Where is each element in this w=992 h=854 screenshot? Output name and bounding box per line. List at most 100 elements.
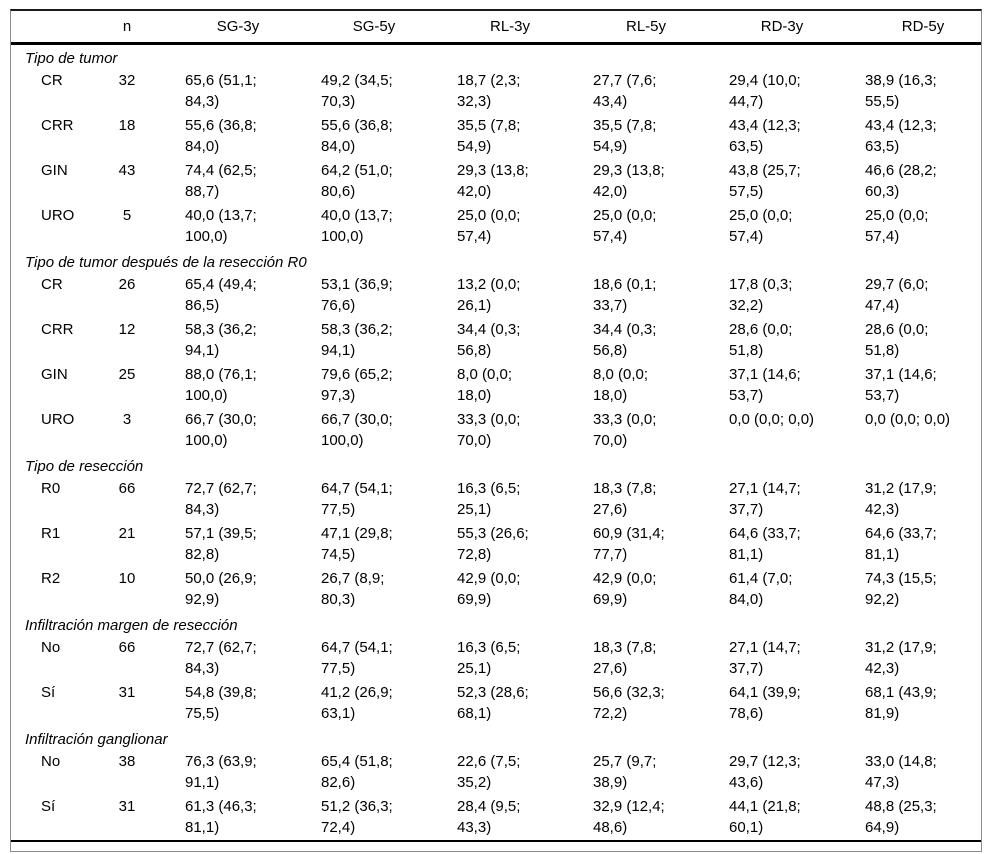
result-value: 18,3 (7,8; 27,6): [563, 477, 699, 522]
result-value-text: 25,0 (0,0; 57,4): [865, 207, 929, 245]
result-value-text: 64,6 (33,7; 81,1): [729, 525, 801, 563]
result-value-text: 0,0 (0,0; 0,0): [865, 411, 951, 428]
result-value-text: 65,4 (51,8; 82,6): [321, 753, 393, 791]
result-value: 0,0 (0,0; 0,0): [835, 408, 981, 453]
column-header-n: n: [99, 11, 155, 45]
result-value: 88,0 (76,1; 100,0): [155, 363, 291, 408]
result-value: 40,0 (13,7; 100,0): [291, 204, 427, 249]
result-value-text: 17,8 (0,3; 32,2): [729, 276, 793, 314]
table-row: GIN 25 88,0 (76,1; 100,0) 79,6 (65,2; 97,3)…: [11, 363, 981, 408]
row-label: R2: [41, 570, 61, 587]
result-value-text: 33,0 (14,8; 47,3): [865, 753, 937, 791]
table-row: URO 3 66,7 (30,0; 100,0) 66,7 (30,0; 100,0)…: [11, 408, 981, 453]
column-header-rd3y: RD-3y: [699, 11, 835, 45]
result-value: 29,4 (10,0; 44,7): [699, 69, 835, 114]
result-value-text: 64,2 (51,0; 80,6): [321, 162, 393, 200]
result-value: 29,7 (12,3; 43,6): [699, 750, 835, 795]
result-value-text: 50,0 (26,9; 92,9): [185, 570, 257, 608]
result-value: 34,4 (0,3; 56,8): [563, 318, 699, 363]
result-value-text: 35,5 (7,8; 54,9): [593, 117, 657, 155]
result-value-text: 28,4 (9,5; 43,3): [457, 798, 521, 836]
table-row: R0 66 72,7 (62,7; 84,3) 64,7 (54,1; 77,5) 16…: [11, 477, 981, 522]
result-value: 49,2 (34,5; 70,3): [291, 69, 427, 114]
table-row: CRR 18 55,6 (36,8; 84,0) 55,6 (36,8; 84,0) 3…: [11, 114, 981, 159]
n-value: 3: [122, 411, 132, 428]
section-title: Infiltración margen de resección: [25, 617, 238, 634]
result-value: 25,0 (0,0; 57,4): [427, 204, 563, 249]
result-value: 40,0 (13,7; 100,0): [155, 204, 291, 249]
result-value: 35,5 (7,8; 54,9): [563, 114, 699, 159]
section-row: Infiltración ganglionar: [11, 726, 981, 750]
n-value: 26: [118, 276, 136, 293]
result-value-text: 25,0 (0,0; 57,4): [593, 207, 657, 245]
result-value-text: 88,0 (76,1; 100,0): [185, 366, 257, 404]
result-value-text: 8,0 (0,0; 18,0): [593, 366, 649, 404]
result-value: 32,9 (12,4; 48,6): [563, 795, 699, 841]
section-title: Tipo de tumor: [25, 50, 118, 67]
result-value-text: 31,2 (17,9; 42,3): [865, 639, 937, 677]
result-value-text: 29,7 (6,0; 47,4): [865, 276, 929, 314]
column-header-sg3y: SG-3y: [155, 11, 291, 45]
result-value-text: 74,3 (15,5; 92,2): [865, 570, 937, 608]
result-value-text: 37,1 (14,6; 53,7): [729, 366, 801, 404]
result-value-text: 27,1 (14,7; 37,7): [729, 639, 801, 677]
result-value-text: 46,6 (28,2; 60,3): [865, 162, 937, 200]
table-header: n SG-3y SG-5y RL-3y RL-5y RD-3y RD-5y: [11, 11, 981, 45]
result-value-text: 58,3 (36,2; 94,1): [321, 321, 393, 359]
result-value: 27,1 (14,7; 37,7): [699, 477, 835, 522]
result-value: 16,3 (6,5; 25,1): [427, 636, 563, 681]
result-value: 53,1 (36,9; 76,6): [291, 273, 427, 318]
row-label: CRR: [41, 321, 74, 338]
result-value: 18,6 (0,1; 33,7): [563, 273, 699, 318]
result-value: 46,6 (28,2; 60,3): [835, 159, 981, 204]
result-value: 28,6 (0,0; 51,8): [699, 318, 835, 363]
result-value: 29,3 (13,8; 42,0): [427, 159, 563, 204]
n-value: 32: [118, 72, 136, 89]
result-value-text: 74,4 (62,5; 88,7): [185, 162, 257, 200]
row-label: No: [41, 753, 61, 770]
table-row: R1 21 57,1 (39,5; 82,8) 47,1 (29,8; 74,5) 55…: [11, 522, 981, 567]
result-value-text: 26,7 (8,9; 80,3): [321, 570, 385, 608]
result-value-text: 18,3 (7,8; 27,6): [593, 480, 657, 518]
result-value: 64,1 (39,9; 78,6): [699, 681, 835, 726]
column-header-empty: [11, 11, 99, 45]
result-value: 25,7 (9,7; 38,9): [563, 750, 699, 795]
result-value: 37,1 (14,6; 53,7): [699, 363, 835, 408]
result-value-text: 42,9 (0,0; 69,9): [593, 570, 657, 608]
result-value-text: 25,7 (9,7; 38,9): [593, 753, 657, 791]
result-value-text: 29,3 (13,8; 42,0): [593, 162, 665, 200]
row-label: R0: [41, 480, 61, 497]
result-value: 65,6 (51,1; 84,3): [155, 69, 291, 114]
table-body: Tipo de tumor CR 32 65,6 (51,1; 84,3) 49,2 (…: [11, 44, 981, 842]
n-value: 31: [118, 684, 136, 701]
result-value: 50,0 (26,9; 92,9): [155, 567, 291, 612]
result-value-text: 35,5 (7,8; 54,9): [457, 117, 521, 155]
result-value-text: 43,4 (12,3; 63,5): [865, 117, 937, 155]
result-value: 28,6 (0,0; 51,8): [835, 318, 981, 363]
result-value-text: 47,1 (29,8; 74,5): [321, 525, 393, 563]
result-value: 26,7 (8,9; 80,3): [291, 567, 427, 612]
result-value: 64,7 (54,1; 77,5): [291, 636, 427, 681]
result-value-text: 64,7 (54,1; 77,5): [321, 480, 393, 518]
n-value: 5: [122, 207, 132, 224]
result-value: 33,3 (0,0; 70,0): [563, 408, 699, 453]
result-value: 33,0 (14,8; 47,3): [835, 750, 981, 795]
result-value-text: 66,7 (30,0; 100,0): [321, 411, 393, 449]
result-value-text: 16,3 (6,5; 25,1): [457, 639, 521, 677]
section-row: Tipo de resección: [11, 453, 981, 477]
result-value-text: 33,3 (0,0; 70,0): [593, 411, 657, 449]
result-value-text: 29,7 (12,3; 43,6): [729, 753, 801, 791]
result-value: 41,2 (26,9; 63,1): [291, 681, 427, 726]
result-value-text: 32,9 (12,4; 48,6): [593, 798, 665, 836]
result-value-text: 42,9 (0,0; 69,9): [457, 570, 521, 608]
column-header-rl5y: RL-5y: [563, 11, 699, 45]
n-value: 21: [118, 525, 136, 542]
result-value: 65,4 (51,8; 82,6): [291, 750, 427, 795]
result-value-text: 72,7 (62,7; 84,3): [185, 480, 257, 518]
result-value-text: 40,0 (13,7; 100,0): [321, 207, 393, 245]
n-value: 43: [118, 162, 136, 179]
result-value: 25,0 (0,0; 57,4): [563, 204, 699, 249]
result-value-text: 31,2 (17,9; 42,3): [865, 480, 937, 518]
n-value: 66: [118, 480, 136, 497]
n-value: 38: [118, 753, 136, 770]
